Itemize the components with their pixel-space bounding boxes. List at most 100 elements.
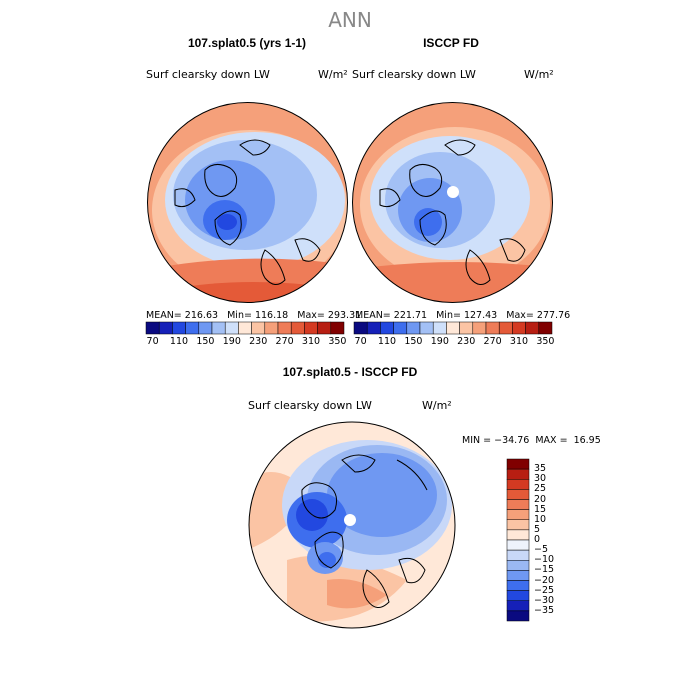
panel-2-colorbar xyxy=(353,321,553,335)
panel-2-field-south xyxy=(352,261,553,303)
panel-3-pole-gap xyxy=(344,514,356,526)
panel-1-mean-label: MEAN= xyxy=(146,310,182,321)
panel-1-map-border xyxy=(147,102,348,303)
panel-3-colorbar-swatch xyxy=(506,458,530,470)
panel-1-colorbar-swatch xyxy=(158,321,173,335)
panel-3-colorbar-tick-label: −10 xyxy=(534,554,555,566)
panel-3-min-value: −34.76 xyxy=(494,435,530,446)
panel-2-colorbar-swatch xyxy=(498,321,513,335)
panel-3-colorbar-swatch xyxy=(506,519,530,531)
panel-1-title: 107.splat0.5 (yrs 1-1) xyxy=(187,36,307,50)
panel-2-coastlines xyxy=(379,139,526,285)
panel-2-min-label: Min= xyxy=(436,310,461,321)
panel-3-colorbar-swatch xyxy=(506,509,530,520)
panel-1-map xyxy=(147,102,348,303)
panel-3-min-label: MIN = xyxy=(462,435,492,446)
panel-2-colorbar-swatch xyxy=(446,321,460,335)
panel-3-field-pos-s2 xyxy=(327,579,387,609)
panel-3-variable-label: Surf clearsky down LW xyxy=(248,399,372,412)
panel-1-colorbar-swatch xyxy=(185,321,200,335)
panel-3-colorbar-swatch xyxy=(506,610,530,622)
panel-1-variable-label: Surf clearsky down LW xyxy=(146,68,270,81)
panel-2-map-border xyxy=(352,102,553,303)
panel-3-max-label: MAX = xyxy=(535,435,568,446)
panel-1-colorbar-swatch xyxy=(264,321,279,335)
panel-3-map xyxy=(248,421,456,629)
panel-3-colorbar-swatch xyxy=(506,468,530,480)
panel-2-colorbar-tick-label: 70 xyxy=(354,336,367,347)
panel-3-colorbar-tick-label: −5 xyxy=(534,544,549,556)
panel-3-colorbar-swatch xyxy=(506,489,530,500)
panel-1-colorbar-tick-label: 150 xyxy=(196,336,215,347)
panel-3-colorbar-swatch xyxy=(506,499,530,510)
panel-2-stats: MEAN= 221.71 Min= 127.43 Max= 277.76 xyxy=(355,310,570,321)
panel-2-colorbar-swatch xyxy=(538,321,553,335)
panel-3-colorbar-tick-label: −15 xyxy=(534,564,555,576)
panel-2-min-value: 127.43 xyxy=(463,310,498,321)
panel-2-colorbar-swatch xyxy=(366,321,381,335)
panel-1-colorbar-swatch xyxy=(304,321,318,335)
panel-3-field-neg-3 xyxy=(327,453,437,537)
page-title: ANN xyxy=(328,8,372,32)
panel-1-colorbar-tick-label: 230 xyxy=(249,336,268,347)
panel-1-colorbar-swatch xyxy=(317,321,332,335)
panel-3-colorbar-tick-label: 5 xyxy=(534,523,541,535)
panel-2-colorbar-swatch xyxy=(459,321,474,335)
panel-2-colorbar-swatch xyxy=(472,321,487,335)
panel-3-colorbar-swatch xyxy=(506,549,530,561)
panel-2-colorbar-swatch xyxy=(380,321,394,335)
panel-1-stats: MEAN= 216.63 Min= 116.18 Max= 293.31 xyxy=(146,310,361,321)
panel-3-units-label: W/m² xyxy=(422,399,452,412)
panel-1-colorbar-swatch xyxy=(277,321,292,335)
panel-3-colorbar-swatch xyxy=(506,479,530,490)
panel-3-colorbar-swatch xyxy=(506,539,530,551)
panel-3-colorbar-swatch xyxy=(506,580,530,591)
panel-1-units-label: W/m² xyxy=(318,68,348,81)
panel-3-colorbar-tick-label: 15 xyxy=(534,503,547,515)
panel-1-colorbar-swatch xyxy=(290,321,305,335)
panel-1-colorbar-ticks: 70 110 150 190 230 270 310 350 xyxy=(146,336,347,350)
panel-2-variable-label: Surf clearsky down LW xyxy=(352,68,476,81)
panel-3-colorbar-swatch xyxy=(506,560,530,571)
panel-2-colorbar-swatch xyxy=(406,321,421,335)
panel-2-field-band-5 xyxy=(414,208,442,236)
panel-3-colorbar-tick-label: −30 xyxy=(534,594,555,606)
panel-2-colorbar-swatch xyxy=(432,321,447,335)
panel-2-colorbar-tick-label: 190 xyxy=(430,336,449,347)
panel-3-colorbar-tick-label: −20 xyxy=(534,574,555,586)
panel-1-max-value: 293.31 xyxy=(327,310,362,321)
panel-1-colorbar-swatch xyxy=(251,321,266,335)
panel-3-title: 107.splat0.5 - ISCCP FD xyxy=(282,365,418,379)
panel-2-colorbar-swatch xyxy=(419,321,434,335)
panel-2-units-label: W/m² xyxy=(524,68,554,81)
panel-3-colorbar-tick-label: 30 xyxy=(534,473,547,485)
panel-2-pole-gap xyxy=(447,186,459,198)
panel-3-coastlines xyxy=(301,454,428,608)
panel-2-colorbar-swatch xyxy=(353,321,368,335)
panel-2-colorbar-tick-label: 350 xyxy=(536,336,555,347)
panel-3-field-neg-7 xyxy=(318,552,336,568)
panel-1-colorbar-swatch xyxy=(238,321,252,335)
panel-1-colorbar-tick-label: 270 xyxy=(275,336,294,347)
panel-3-colorbar-tick-label: 25 xyxy=(534,483,547,495)
panel-2-mean-value: 221.71 xyxy=(393,310,428,321)
panel-2-map xyxy=(352,102,553,303)
panel-2-colorbar-tick-label: 270 xyxy=(483,336,502,347)
panel-2-colorbar-swatch xyxy=(512,321,526,335)
panel-1-colorbar xyxy=(145,321,345,335)
panel-3-colorbar-swatch xyxy=(506,590,530,601)
panel-1-min-value: 116.18 xyxy=(254,310,289,321)
panel-1-colorbar-swatch xyxy=(172,321,186,335)
panel-1-colorbar-tick-label: 350 xyxy=(328,336,347,347)
panel-3-map-border xyxy=(248,421,456,629)
panel-1-colorbar-tick-label: 310 xyxy=(301,336,321,347)
panel-1-colorbar-swatch xyxy=(211,321,226,335)
panel-2-colorbar-tick-label: 150 xyxy=(404,336,423,347)
panel-3-max-value: 16.95 xyxy=(573,435,601,446)
panel-3-colorbar-swatch xyxy=(506,570,530,581)
panel-2-max-value: 277.76 xyxy=(536,310,571,321)
panel-1-colorbar-swatch xyxy=(145,321,160,335)
panel-1-colorbar-tick-label: 70 xyxy=(146,336,159,347)
panel-3-colorbar-tick-label: 0 xyxy=(534,534,541,545)
panel-3-colorbar-tick-label: 10 xyxy=(534,513,547,525)
